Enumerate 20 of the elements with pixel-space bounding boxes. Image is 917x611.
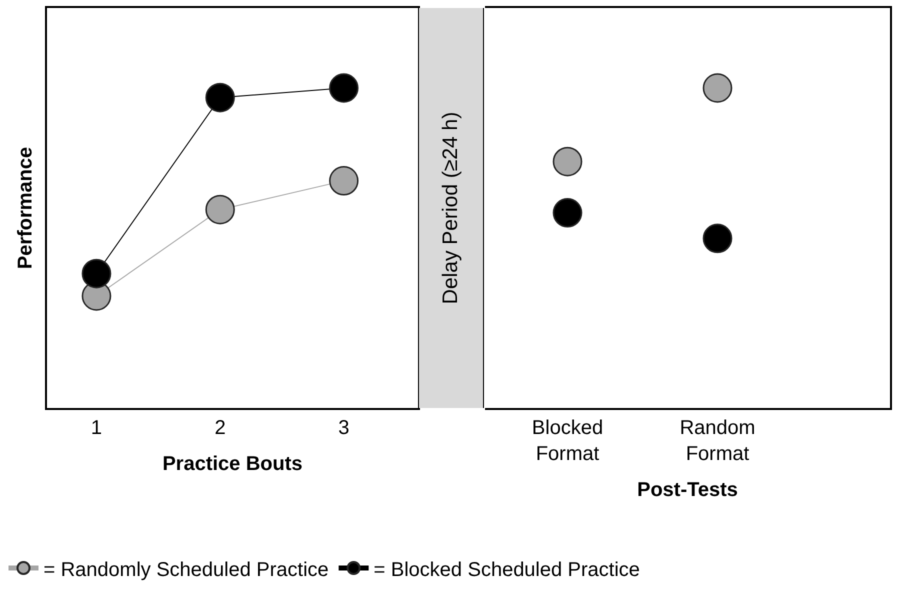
point (329, 166, 359, 196)
x-tick-label: Blocked Format (532, 416, 604, 465)
x-tick-label: Random Format (680, 416, 756, 465)
point (205, 82, 235, 112)
x-tick-label: 3 (338, 416, 350, 439)
point (329, 73, 359, 103)
point (552, 198, 582, 228)
x-tick-label: 1 (90, 416, 102, 439)
point (702, 224, 732, 254)
point (205, 194, 235, 224)
text: Delay Period (≥24 h) (439, 112, 463, 304)
y-axis-title: Performance (14, 146, 36, 270)
x-tick-label: 2 (214, 416, 226, 439)
point (552, 146, 582, 176)
x-axis-title: Practice Bouts (162, 452, 303, 475)
legend-label: = Blocked Scheduled Practice (374, 558, 640, 581)
x-axis-title: Post-Tests (637, 478, 738, 501)
legend-label: = Randomly Scheduled Practice (44, 558, 329, 581)
point (702, 73, 732, 103)
point (82, 258, 112, 288)
